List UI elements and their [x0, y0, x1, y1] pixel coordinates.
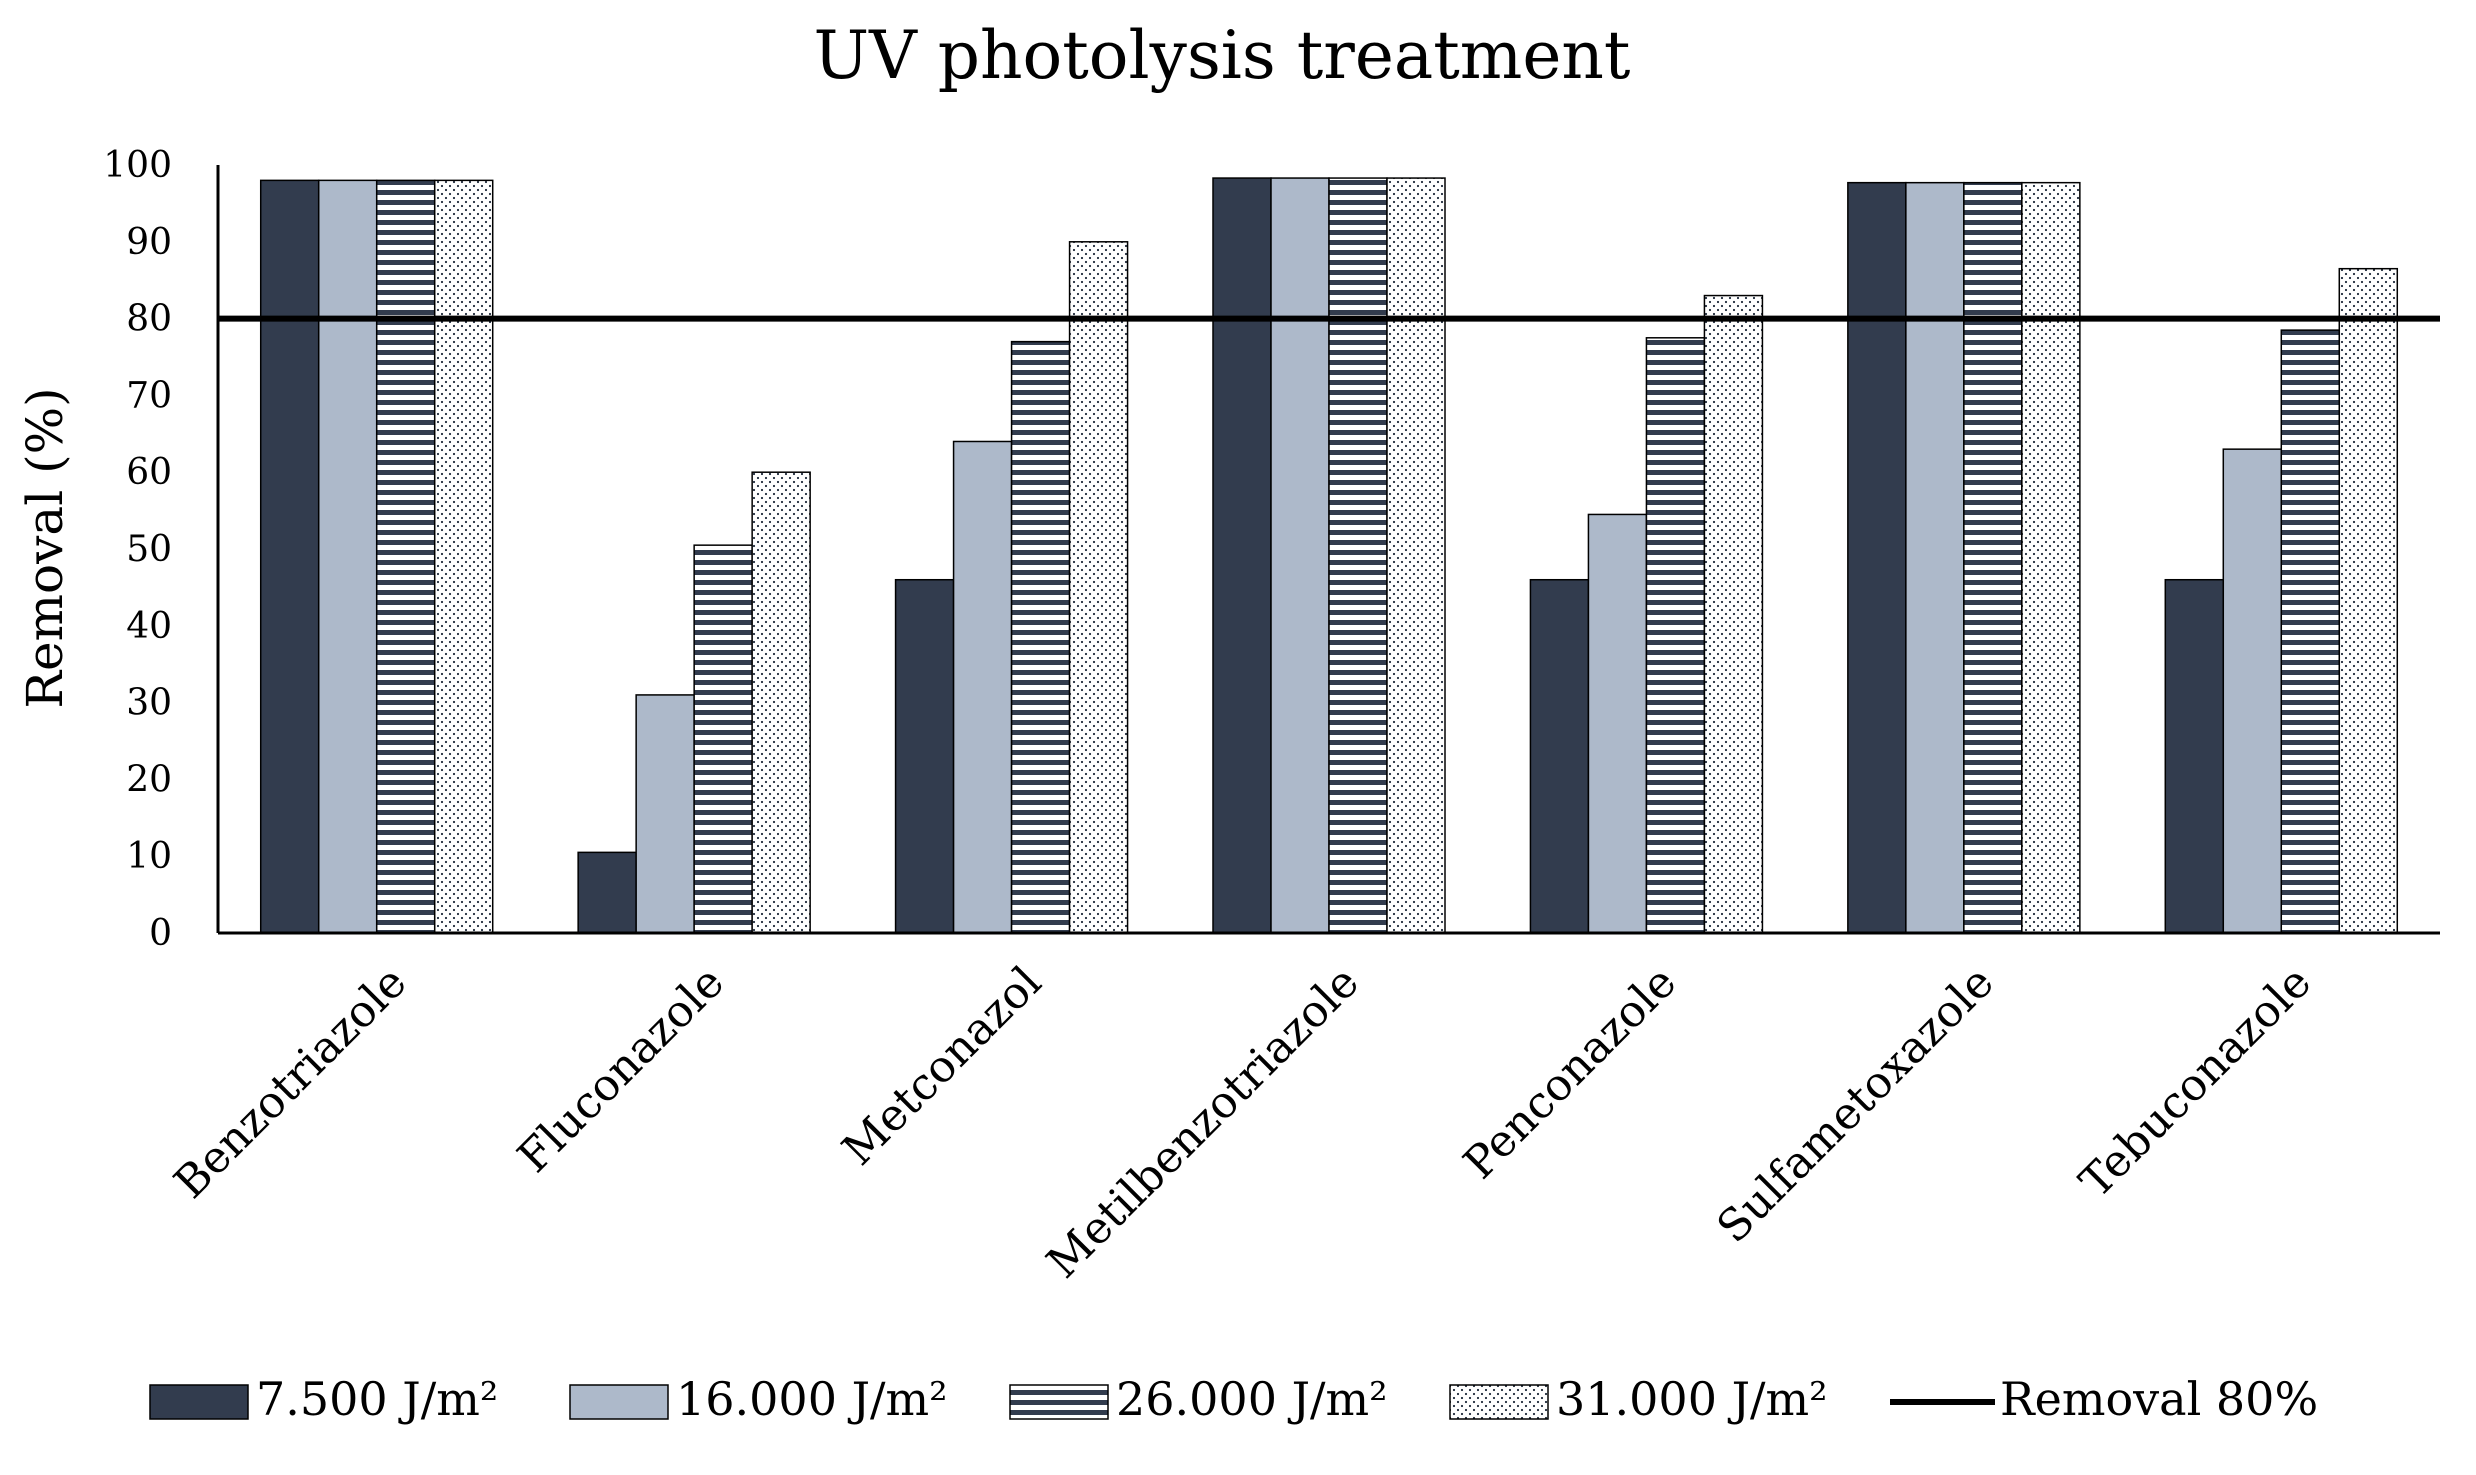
bar-metilbenzotriazole-series-2: [1270, 177, 1330, 934]
bar-benzotriazole-series-4: [433, 179, 494, 934]
legend-swatch: [1009, 1384, 1109, 1420]
y-tick-label: 20: [126, 759, 172, 800]
bars: [259, 177, 2399, 934]
x-tick-label: Metconazol: [833, 957, 1052, 1176]
x-tick-label: Penconazole: [1454, 957, 1686, 1189]
y-tick-label: 80: [126, 299, 172, 340]
y-tick-label: 70: [126, 375, 172, 416]
bar-fluconazole-series-3: [693, 544, 753, 934]
y-axis-label: Removal (%): [16, 387, 74, 708]
y-tick-label: 30: [126, 683, 172, 724]
bar-metconazol-series-2: [952, 440, 1013, 934]
y-tick-label: 0: [149, 913, 172, 954]
legend-label: 7.500 J/m²: [256, 1372, 498, 1426]
x-axis-ticks: Benzotriazole Fluconazole MetconazolMetilb…: [165, 957, 2321, 1289]
bar-tebuconazole-series-4: [2338, 267, 2399, 934]
bar-penconazole-series-2: [1587, 513, 1648, 934]
bar-benzotriazole-series-2: [317, 179, 378, 934]
bar-fluconazole-series-1: [577, 851, 637, 934]
bar-sulfametoxazole-series-2: [1905, 181, 1965, 934]
bar-metilbenzotriazole-series-1: [1212, 177, 1272, 934]
x-tick-label: Sulfametoxazole: [1707, 957, 2003, 1253]
bar-tebuconazole-series-3: [2280, 329, 2341, 934]
y-axis-ticks: 0 10 20 30 40 50 60 70 80 90 100: [103, 145, 172, 954]
legend-label: 26.000 J/m²: [1116, 1372, 1388, 1426]
y-tick-label: 50: [126, 529, 172, 570]
bar-metconazol-series-1: [894, 578, 955, 934]
bar-sulfametoxazole-series-4: [2021, 181, 2081, 934]
bar-metconazol-series-4: [1068, 241, 1129, 934]
bar-sulfametoxazole-series-3: [1963, 181, 2023, 934]
y-tick-label: 60: [126, 452, 172, 493]
x-tick-label: Fluconazole: [508, 957, 734, 1183]
x-tick-label: Metilbenzotriazole: [1037, 957, 1369, 1289]
legend-swatch: [149, 1384, 249, 1420]
bar-penconazole-series-3: [1645, 337, 1706, 934]
bar-penconazole-series-4: [1703, 294, 1764, 934]
bar-fluconazole-series-2: [635, 694, 695, 934]
bar-penconazole-series-1: [1529, 578, 1590, 934]
bar-metilbenzotriazole-series-3: [1328, 177, 1388, 934]
bar-metconazol-series-3: [1010, 340, 1071, 934]
bar-tebuconazole-series-1: [2164, 578, 2225, 934]
bar-fluconazole-series-4: [751, 471, 811, 934]
legend-label: Removal 80%: [2000, 1372, 2318, 1426]
legend-label: 16.000 J/m²: [676, 1372, 948, 1426]
bar-benzotriazole-series-3: [375, 179, 436, 934]
legend-swatch: [569, 1384, 669, 1420]
x-tick-label: Benzotriazole: [165, 957, 417, 1209]
legend: 7.500 J/m² 16.000 J/m² 26.000 J/m² 31.000 J…: [149, 1372, 2318, 1426]
bar-tebuconazole-series-2: [2222, 448, 2283, 934]
chart-title: UV photolysis treatment: [814, 17, 1631, 94]
y-tick-label: 40: [126, 606, 172, 647]
y-tick-label: 100: [103, 145, 172, 186]
y-tick-label: 10: [126, 836, 172, 877]
legend-swatch: [1449, 1384, 1549, 1420]
bar-benzotriazole-series-1: [259, 179, 320, 934]
bar-sulfametoxazole-series-1: [1847, 181, 1907, 934]
legend-label: 31.000 J/m²: [1556, 1372, 1828, 1426]
x-tick-label: Tebuconazole: [2070, 957, 2321, 1208]
y-tick-label: 90: [126, 222, 172, 263]
bar-metilbenzotriazole-series-4: [1386, 177, 1446, 934]
